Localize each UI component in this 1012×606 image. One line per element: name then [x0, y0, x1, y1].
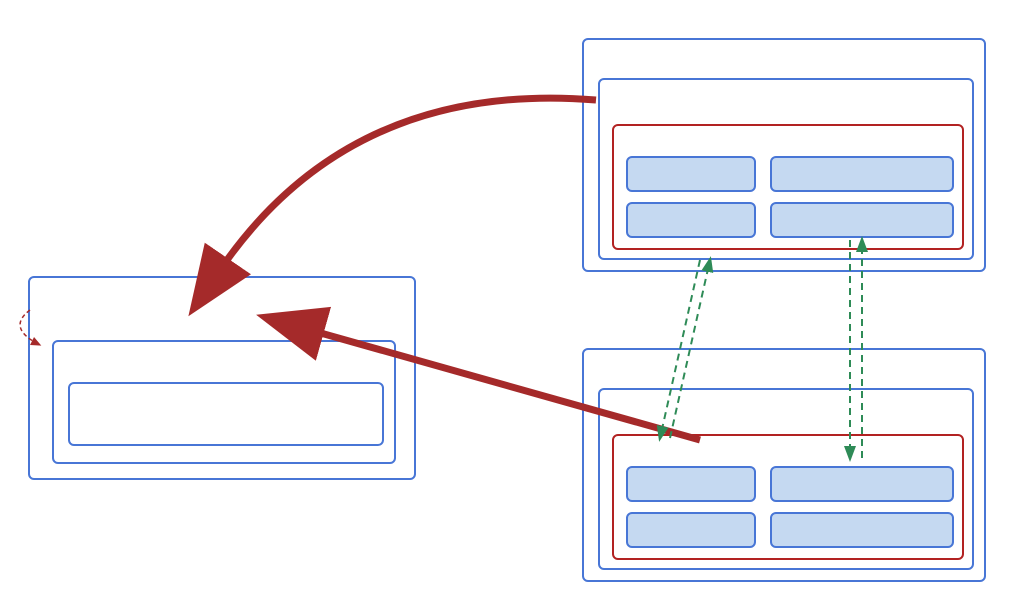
block-manager-info-box [52, 340, 396, 464]
transfer-bottom [770, 512, 954, 548]
block-status-box [68, 382, 384, 446]
disk-store-top [626, 202, 756, 238]
worker-top [770, 156, 954, 192]
transfer-top [770, 202, 954, 238]
executor-backend-top [582, 38, 986, 272]
executor-backend-bottom [582, 348, 986, 582]
executor-top [598, 78, 974, 260]
block-manager-master-box [28, 276, 416, 480]
memory-store-top [626, 156, 756, 192]
block-manager-top [612, 124, 964, 250]
executor-bottom [598, 388, 974, 570]
block-manager-bottom [612, 434, 964, 560]
disk-store-bottom [626, 512, 756, 548]
memory-store-bottom [626, 466, 756, 502]
arrow-register-top [220, 98, 596, 270]
worker-bottom [770, 466, 954, 502]
